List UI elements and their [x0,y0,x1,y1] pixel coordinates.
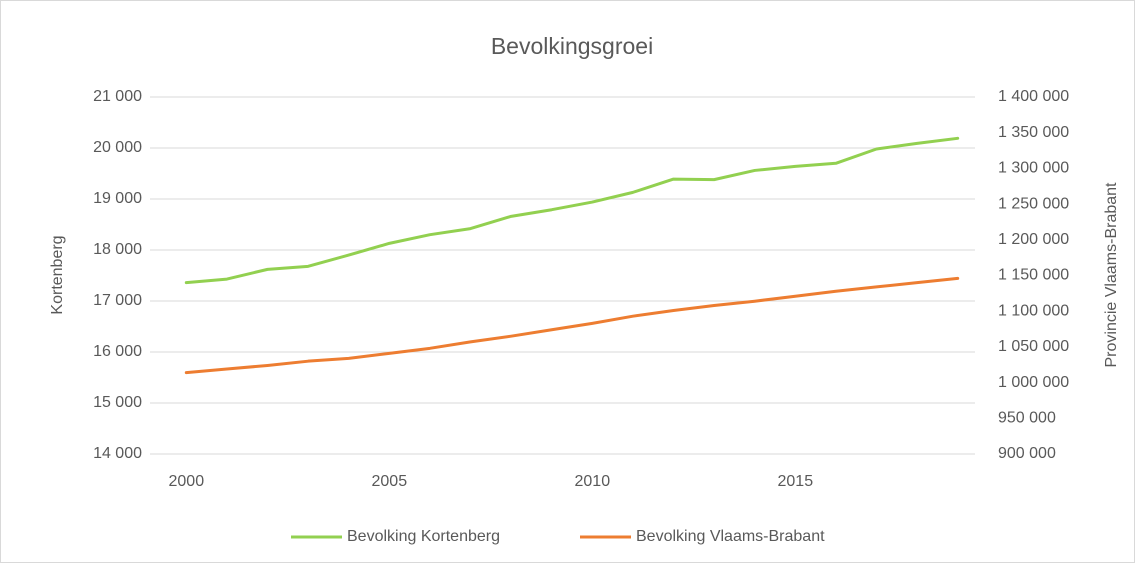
y-tick-label: 18 000 [93,241,142,258]
y2-tick-label: 1 250 000 [998,195,1069,212]
y2-tick-label: 1 000 000 [998,374,1069,391]
y-tick-label: 19 000 [93,190,142,207]
y-tick-label: 16 000 [93,343,142,360]
series-line [184,136,960,285]
y-tick-label: 21 000 [93,88,142,105]
series-line [184,276,960,375]
y2-tick-label: 1 400 000 [998,88,1069,105]
y-tick-label: 15 000 [93,394,142,411]
y2-tick-label: 950 000 [998,410,1056,427]
y-tick-label: 20 000 [93,139,142,156]
y-tick-label: 14 000 [93,445,142,462]
legend-label: Bevolking Kortenberg [347,528,500,545]
y2-tick-label: 900 000 [998,445,1056,462]
y2-tick-label: 1 200 000 [998,231,1069,248]
x-tick-label: 2010 [575,473,611,490]
y2-tick-label: 1 050 000 [998,338,1069,355]
x-tick-label: 2015 [778,473,814,490]
y-tick-label: 17 000 [93,292,142,309]
y2-tick-label: 1 100 000 [998,302,1069,319]
y2-tick-label: 1 300 000 [998,160,1069,177]
y2-tick-label: 1 350 000 [998,124,1069,141]
x-tick-label: 2000 [169,473,205,490]
chart-title: Bevolkingsgroei [491,33,653,59]
y2-axis-title: Provincie Vlaams-Brabant [1103,182,1120,368]
legend-label: Bevolking Vlaams-Brabant [636,528,825,545]
y2-tick-label: 1 150 000 [998,267,1069,284]
x-tick-label: 2005 [372,473,408,490]
y-axis-title: Kortenberg [49,235,66,314]
